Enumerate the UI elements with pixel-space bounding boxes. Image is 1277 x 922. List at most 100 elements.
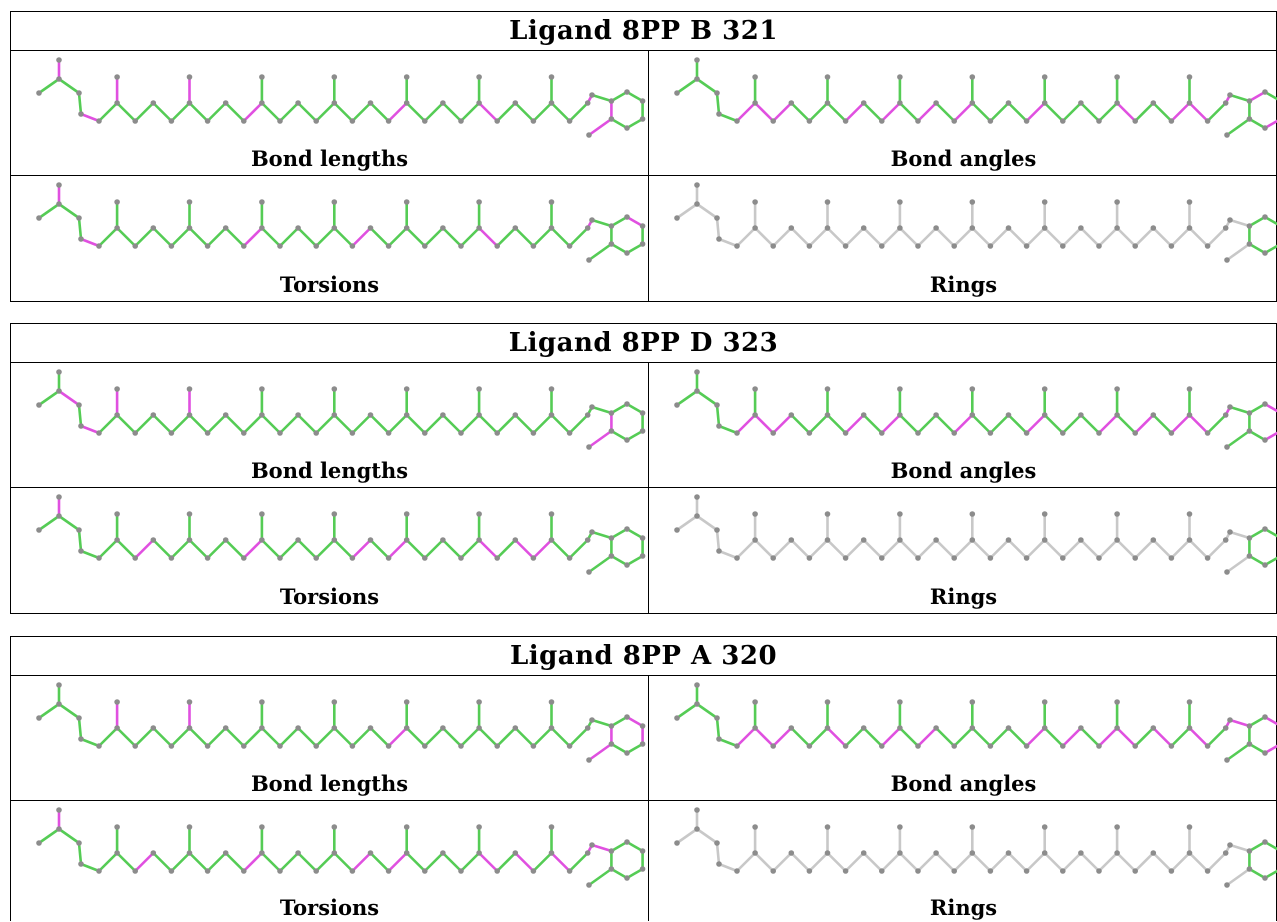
atom: [969, 100, 976, 106]
atom: [186, 386, 193, 392]
bond: [513, 413, 535, 435]
atom: [1096, 430, 1102, 436]
atom: [586, 132, 592, 138]
atom: [1041, 100, 1048, 106]
atom: [752, 537, 758, 543]
atom: [1262, 750, 1268, 756]
atom: [277, 555, 283, 561]
bond: [1188, 226, 1209, 248]
view-caption: Rings: [929, 895, 998, 920]
bond: [610, 867, 629, 880]
bond: [717, 237, 739, 248]
atom: [1041, 225, 1048, 231]
panel-title: Ligand 8PP A 320: [11, 637, 1276, 676]
ligand-panel-3: Ligand 8PP A 320 Bond lengths Bond angle…: [10, 636, 1277, 921]
atom: [915, 243, 921, 249]
atom: [824, 386, 831, 392]
atom: [1224, 882, 1230, 888]
atom: [476, 511, 482, 517]
view-rings: Rings: [649, 801, 1277, 922]
atom: [1023, 243, 1030, 249]
atom: [1005, 537, 1012, 543]
atom: [584, 412, 591, 418]
bond: [351, 726, 372, 748]
atom: [440, 850, 446, 856]
bond: [133, 226, 155, 248]
atom: [1023, 868, 1030, 874]
bond: [844, 726, 865, 748]
atom: [1224, 569, 1230, 575]
atom: [1222, 725, 1229, 731]
atom: [951, 118, 957, 124]
atom: [403, 412, 410, 418]
bond: [1079, 538, 1101, 560]
bond: [1079, 101, 1101, 123]
atom: [608, 410, 615, 416]
atom: [694, 682, 700, 688]
atom: [36, 527, 42, 533]
atom: [494, 430, 501, 436]
atom: [694, 369, 700, 375]
atom: [548, 699, 555, 705]
atom: [608, 535, 615, 541]
atom: [36, 715, 42, 721]
atom: [259, 74, 265, 80]
bond: [423, 226, 445, 248]
atom: [824, 199, 831, 205]
view-bond-lengths: Bond lengths: [11, 51, 648, 175]
bond: [97, 726, 119, 748]
atom: [674, 527, 680, 533]
atom: [132, 743, 138, 749]
bond: [970, 538, 992, 560]
bond: [1043, 726, 1065, 748]
bond: [423, 413, 445, 435]
bond: [133, 101, 155, 123]
bond: [934, 101, 956, 123]
bond: [625, 90, 644, 103]
atom: [530, 243, 537, 249]
bond: [790, 101, 811, 123]
atom: [860, 537, 867, 543]
bond: [405, 538, 427, 560]
atom: [1114, 725, 1120, 731]
atom: [186, 412, 193, 418]
atom: [624, 526, 630, 532]
atom: [584, 725, 591, 731]
atom: [114, 537, 120, 543]
atom: [241, 430, 247, 436]
bond: [844, 851, 865, 873]
bond: [934, 226, 956, 248]
atom: [494, 743, 501, 749]
bond: [898, 726, 920, 748]
bond: [771, 726, 793, 748]
atom: [259, 537, 265, 543]
atom: [331, 850, 338, 856]
bond: [934, 413, 956, 435]
atom: [639, 866, 646, 872]
bond: [610, 117, 629, 130]
atom: [1262, 437, 1268, 443]
atom: [860, 412, 867, 418]
bond: [1115, 538, 1137, 560]
atom: [476, 386, 482, 392]
bond: [675, 389, 699, 407]
bond: [1151, 413, 1173, 435]
atom: [770, 868, 776, 874]
bond: [152, 413, 173, 435]
bond: [1043, 101, 1065, 123]
atom: [96, 555, 102, 561]
bond: [989, 851, 1010, 873]
atom: [674, 90, 680, 96]
atom: [385, 743, 392, 749]
bond: [1043, 851, 1065, 873]
bond: [952, 538, 974, 560]
atom: [639, 241, 646, 247]
atom: [168, 243, 175, 249]
atom: [1114, 412, 1120, 418]
atom: [241, 243, 247, 249]
bond: [587, 742, 613, 762]
bond: [1248, 742, 1267, 755]
bond: [1115, 226, 1137, 248]
atom: [331, 699, 338, 705]
bond: [351, 413, 372, 435]
